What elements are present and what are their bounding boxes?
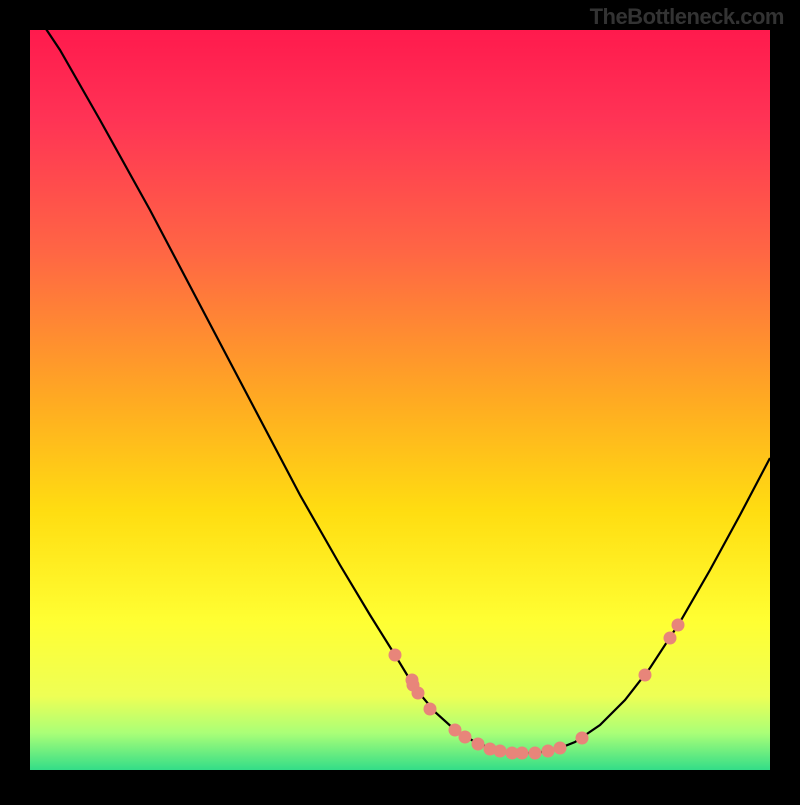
data-marker <box>516 747 529 760</box>
data-marker <box>672 619 685 632</box>
data-marker <box>412 687 425 700</box>
data-marker <box>424 703 437 716</box>
data-marker <box>542 745 555 758</box>
data-marker <box>554 742 567 755</box>
data-marker <box>664 632 677 645</box>
data-marker <box>576 732 589 745</box>
data-marker <box>639 669 652 682</box>
data-marker <box>472 738 485 751</box>
data-marker <box>529 747 542 760</box>
data-marker <box>459 731 472 744</box>
watermark-text: TheBottleneck.com <box>590 4 784 30</box>
chart-svg <box>0 0 800 800</box>
bottleneck-chart <box>0 0 800 800</box>
data-marker <box>389 649 402 662</box>
data-marker <box>494 745 507 758</box>
